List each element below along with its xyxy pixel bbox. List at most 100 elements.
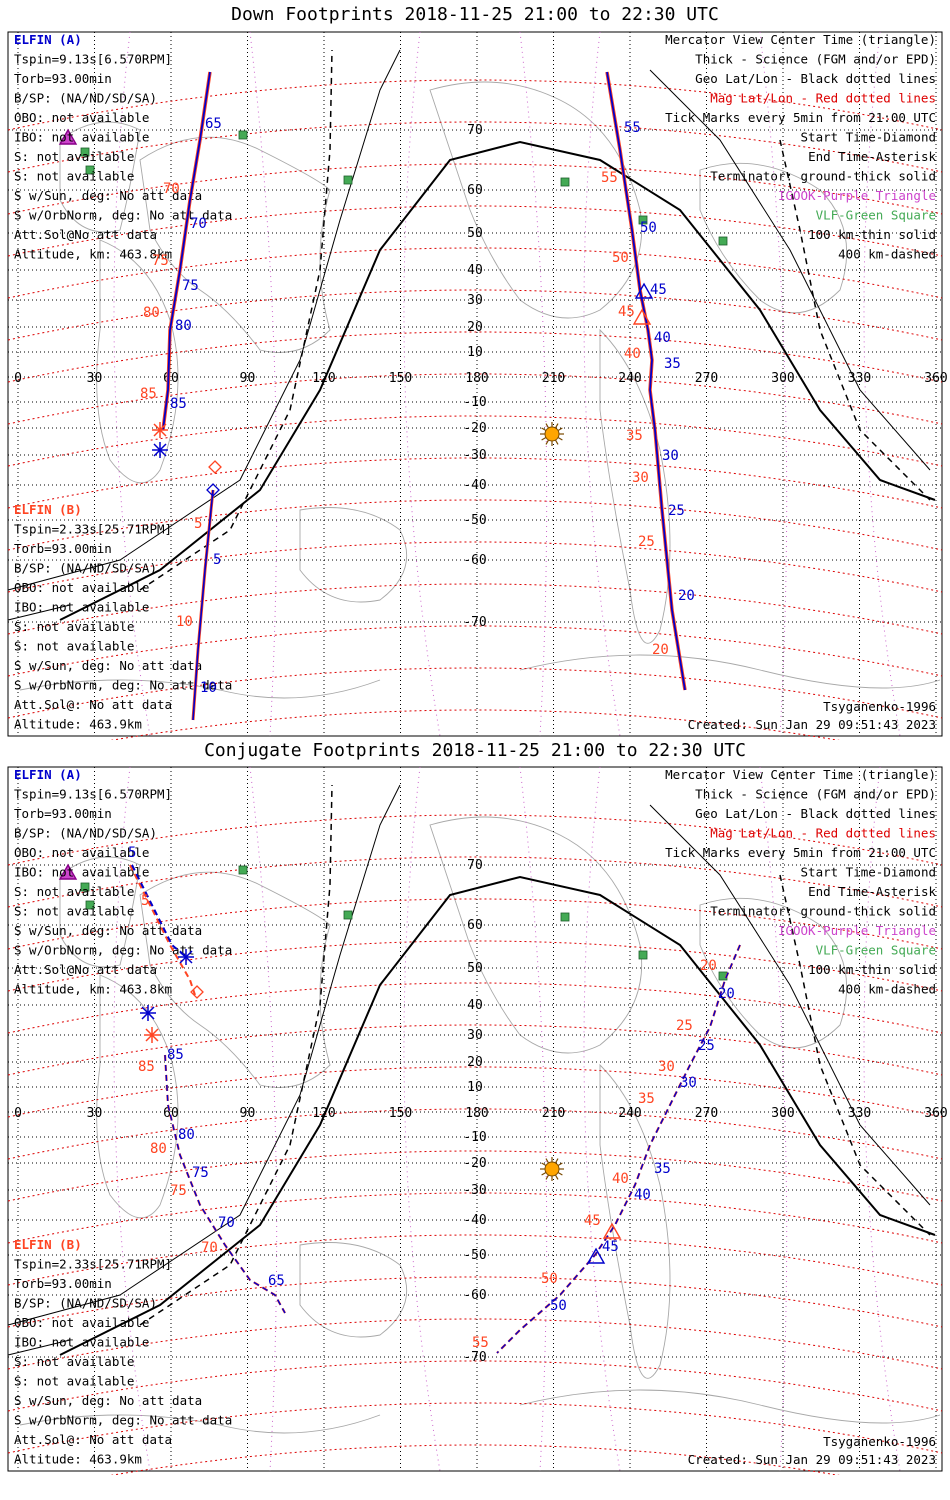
legend-line: 400 km-dashed bbox=[838, 982, 936, 997]
created-timestamp: Created: Sun Jan 29 09:51:43 2023 bbox=[688, 717, 936, 732]
elfin-b-info-line: Altitude: 463.9km bbox=[14, 717, 142, 732]
legend-line: Start Time-Diamond bbox=[801, 865, 936, 880]
elfin-a-footprint-track bbox=[496, 944, 741, 1354]
track-c-tick-label: 40 bbox=[654, 330, 671, 346]
elfin-a-info-line: OBO: not available bbox=[14, 110, 149, 125]
lat-tick-label: -70 bbox=[463, 615, 486, 630]
lon-tick-label: 0 bbox=[14, 1106, 22, 1121]
track-b-tick-label: 5 bbox=[213, 552, 221, 568]
terminator-100km bbox=[7, 49, 401, 591]
lat-tick-label: -10 bbox=[463, 395, 486, 410]
elfin-a-info-line: Altitude, km: 463.8km bbox=[14, 982, 172, 997]
elfin-a-info-line: S: not available bbox=[14, 884, 134, 899]
track-a-tick-label: 5 bbox=[141, 893, 149, 909]
lon-tick-label: 60 bbox=[163, 371, 179, 386]
lat-tick-label: -10 bbox=[463, 1130, 486, 1145]
lat-tick-label: 60 bbox=[467, 183, 483, 198]
track-a-tick-label: 75 bbox=[192, 1165, 209, 1181]
elfin-a-footprint-track bbox=[192, 489, 214, 721]
elfin-b-info-line: Altitude: 463.9km bbox=[14, 1452, 142, 1467]
elfin-b-title: ELFIN (B) bbox=[14, 1237, 82, 1252]
lat-tick-label: 30 bbox=[467, 1028, 483, 1043]
elfin-a-end-asterisk bbox=[140, 1005, 156, 1021]
down-panel-title: Down Footprints 2018-11-25 21:00 to 22:3… bbox=[231, 4, 719, 25]
sun-icon bbox=[540, 1157, 564, 1181]
vlf-station-marker bbox=[85, 900, 95, 910]
track-a-tick-label: 85 bbox=[140, 386, 157, 402]
lat-tick-label: -40 bbox=[463, 1213, 486, 1228]
track-a-tick-label: 80 bbox=[178, 1127, 195, 1143]
terminator-400km bbox=[139, 784, 333, 1326]
elfin-b-info-line: IBO: not available bbox=[14, 600, 149, 615]
vlf-station-marker bbox=[560, 912, 570, 922]
lon-tick-label: 30 bbox=[87, 371, 103, 386]
lat-tick-label: -20 bbox=[463, 1156, 486, 1171]
model-label: Tsyganenko-1996 bbox=[823, 699, 936, 714]
elfin-a-footprint-track bbox=[162, 71, 211, 431]
elfin-b-center-triangle bbox=[602, 1222, 622, 1239]
legend-line: End Time-Asterisk bbox=[808, 884, 936, 899]
legend-line: Mercator View Center Time (triangle) bbox=[665, 32, 936, 47]
track-c-tick-label: 25 bbox=[668, 503, 685, 519]
lon-tick-label: 240 bbox=[618, 1106, 641, 1121]
lon-tick-label: 300 bbox=[771, 1106, 794, 1121]
vlf-station-marker bbox=[80, 147, 90, 157]
elfin-b-start-diamond bbox=[190, 985, 204, 999]
elfin-a-info-line: Att.Sol@No att data bbox=[14, 227, 157, 242]
track-a-tick-label: 70 bbox=[218, 1215, 235, 1231]
track-c-tick-label: 50 bbox=[550, 1298, 567, 1314]
legend-line: VLF-Green Square bbox=[816, 943, 936, 958]
track-c-tick-label: 35 bbox=[626, 428, 643, 444]
track-a-tick-label: 65 bbox=[268, 1273, 285, 1289]
elfin-a-info-line: Altitude, km: 463.8km bbox=[14, 247, 172, 262]
track-a-tick-label: 75 bbox=[170, 1183, 187, 1199]
track-c-tick-label: 30 bbox=[680, 1075, 697, 1091]
elfin-a-info-line: S: not available bbox=[14, 149, 134, 164]
track-c-tick-label: 35 bbox=[664, 356, 681, 372]
elfin-a-info-line: S w/Sun, deg: No att data bbox=[14, 923, 202, 938]
elfin-a-center-triangle bbox=[586, 1247, 606, 1264]
elfin-a-info-line: S w/Sun, deg: No att data bbox=[14, 188, 202, 203]
track-a-tick-label: 85 bbox=[138, 1059, 155, 1075]
lon-tick-label: 330 bbox=[848, 371, 871, 386]
lat-tick-label: -30 bbox=[463, 1183, 486, 1198]
terminator-ground bbox=[59, 875, 936, 1356]
lat-tick-label: 70 bbox=[467, 858, 483, 873]
legend-line: Terminator: ground-thick solid bbox=[710, 169, 936, 184]
track-c-tick-label: 50 bbox=[612, 250, 629, 266]
lat-tick-label: 50 bbox=[467, 961, 483, 976]
lon-tick-label: 360 bbox=[924, 1106, 947, 1121]
elfin-b-info-line: IBO: not available bbox=[14, 1335, 149, 1350]
elfin-b-end-asterisk bbox=[152, 422, 168, 438]
lon-tick-label: 360 bbox=[924, 371, 947, 386]
lat-tick-label: -60 bbox=[463, 1288, 486, 1303]
lon-tick-label: 270 bbox=[695, 371, 718, 386]
legend-line: Mag Lat/Lon - Red dotted lines bbox=[710, 91, 936, 106]
geo-grid bbox=[8, 767, 942, 1471]
legend-line: IGOOK-Purple Triangle bbox=[778, 188, 936, 203]
mag-meridians bbox=[113, 766, 901, 1472]
elfin-a-info-line: S w/OrbNorm, deg: No att data bbox=[14, 943, 232, 958]
track-c-tick-label: 20 bbox=[718, 986, 735, 1002]
track-a-tick-label: 70 bbox=[190, 216, 207, 232]
track-b-tick-label: 10 bbox=[200, 680, 217, 696]
elfin-a-info-line: Att.Sol@No att data bbox=[14, 962, 157, 977]
mag-grid bbox=[7, 814, 943, 1475]
lat-tick-label: 20 bbox=[467, 1055, 483, 1070]
down-footprints-map: 0 30 60 90 120 150 180 210 240 270 300 330 360706050… bbox=[7, 31, 948, 740]
elfin-b-info-line: S w/OrbNorm, deg: No att data bbox=[14, 678, 232, 693]
elfin-b-info-line: OBO: not available bbox=[14, 1315, 149, 1330]
track-c-tick-label: 55 bbox=[601, 170, 618, 186]
legend-line: Geo Lat/Lon - Black dotted lines bbox=[695, 71, 936, 86]
terminator-100km bbox=[7, 784, 401, 1326]
elfin-a-title: ELFIN (A) bbox=[14, 767, 82, 782]
track-c-tick-label: 35 bbox=[638, 1091, 655, 1107]
track-c-tick-label: 20 bbox=[652, 642, 669, 658]
terminator-100km bbox=[7, 1339, 71, 1356]
vlf-station-marker bbox=[718, 236, 728, 246]
lon-tick-label: 330 bbox=[848, 1106, 871, 1121]
elfin-a-footprint-track bbox=[131, 864, 187, 958]
elfin-b-info-line: S: not available bbox=[14, 639, 134, 654]
lat-tick-label: 10 bbox=[467, 345, 483, 360]
elfin-a-info-line: B/SP: (NA/ND/SD/SA) bbox=[14, 826, 157, 841]
